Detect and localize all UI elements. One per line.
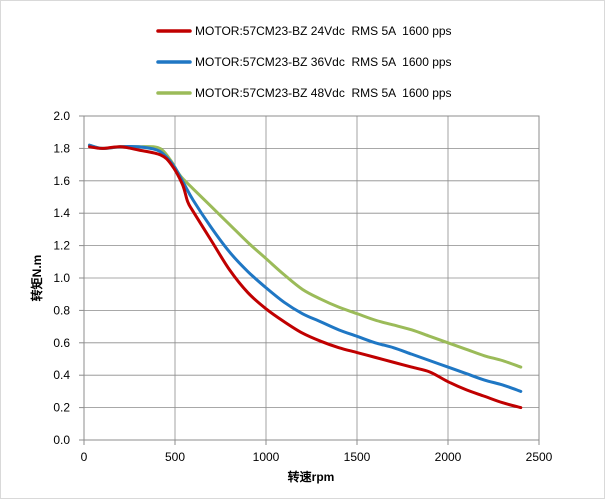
y-tick-label: 1.6 <box>53 174 70 188</box>
legend-label: MOTOR:57CM23-BZ 24Vdc RMS 5A 1600 pps <box>195 24 452 38</box>
y-tick-label: 1.0 <box>53 271 70 285</box>
x-tick-label: 2500 <box>526 450 553 464</box>
y-axis-tick-labels: 0.0 0.2 0.4 0.6 0.8 1.0 1.2 1.4 1.6 1.8 2.0 <box>53 109 70 447</box>
y-tick-label: 0.6 <box>53 336 70 350</box>
y-tick-label: 2.0 <box>53 109 70 123</box>
x-axis-tick-labels: 0 500 1000 1500 2000 2500 <box>81 450 553 464</box>
x-tick-label: 500 <box>165 450 185 464</box>
y-tick-label: 1.8 <box>53 141 70 155</box>
series-line-3 <box>87 143 523 369</box>
series-line-1 <box>87 145 523 410</box>
x-tick-label: 0 <box>81 450 88 464</box>
y-tick-label: 0.0 <box>53 433 70 447</box>
y-tick-label: 0.2 <box>53 401 70 415</box>
legend-label: MOTOR:57CM23-BZ 48Vdc RMS 5A 1600 pps <box>195 86 452 100</box>
series-line-2 <box>87 143 523 393</box>
y-tick-label: 0.8 <box>53 303 70 317</box>
x-tick-label: 1500 <box>344 450 371 464</box>
series-lines <box>87 143 523 410</box>
y-tick-label: 1.2 <box>53 239 70 253</box>
x-tick-label: 1000 <box>253 450 280 464</box>
y-tick-label: 1.4 <box>53 206 70 220</box>
legend: MOTOR:57CM23-BZ 24Vdc RMS 5A 1600 pps MOT… <box>156 24 452 100</box>
x-tick-label: 2000 <box>435 450 462 464</box>
y-tick-label: 0.4 <box>53 368 70 382</box>
plot-area-border <box>79 115 540 445</box>
legend-label: MOTOR:57CM23-BZ 36Vdc RMS 5A 1600 pps <box>195 55 452 69</box>
y-axis-title: 转矩N.m <box>29 255 44 302</box>
x-axis-title: 转速rpm <box>288 469 335 484</box>
